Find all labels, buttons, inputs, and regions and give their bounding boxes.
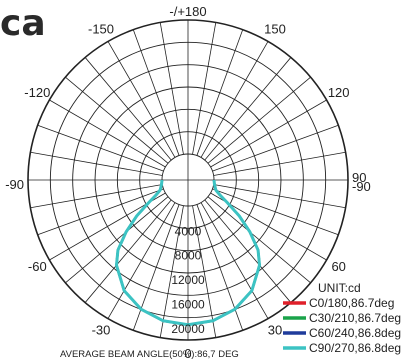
radial-tick-label: 16000: [171, 297, 205, 311]
angle-tick-label: 30: [268, 323, 282, 338]
legend-entry: C90/270,86.8deg: [309, 341, 401, 355]
angle-tick-label: -90: [5, 177, 24, 192]
grid-spoke: [205, 57, 291, 160]
angle-tick-label: 60: [331, 259, 345, 274]
angle-tick-label: -150: [88, 21, 114, 36]
angle-tick-label: 120: [328, 85, 350, 100]
grid-spoke: [85, 200, 171, 303]
angle-tick-label-overlap: -90: [352, 179, 371, 194]
polar-grid: [28, 20, 348, 340]
grid-spoke: [205, 200, 291, 303]
radial-tick-label: 8000: [175, 249, 202, 263]
legend-entry: C0/180,86.7deg: [309, 296, 394, 310]
grid-spoke: [85, 57, 171, 160]
angle-tick-label: -/+180: [169, 4, 206, 19]
grid-spoke: [108, 41, 175, 157]
radial-tick-label: 4000: [175, 224, 202, 238]
angle-tick-label: -120: [24, 85, 50, 100]
radial-tick-label: 20000: [171, 322, 205, 336]
grid-spoke: [208, 77, 311, 163]
radial-tick-label: 12000: [171, 273, 205, 287]
grid-spoke: [201, 41, 268, 157]
legend: UNIT:cd C0/180,86.7degC30/210,86.7degC60…: [283, 281, 401, 355]
angle-tick-label: 150: [264, 21, 286, 36]
grid-spoke: [211, 100, 327, 167]
unit-label: UNIT:cd: [318, 281, 361, 295]
legend-entry: C30/210,86.7deg: [309, 311, 401, 325]
grid-spoke: [65, 77, 168, 163]
beam-angle-footer: AVERAGE BEAM ANGLE(50%):86,7 DEG: [60, 349, 239, 360]
angle-tick-label: -30: [92, 323, 111, 338]
legend-entry: C60/240,86.8deg: [309, 326, 401, 340]
angle-tick-label: -60: [28, 259, 47, 274]
